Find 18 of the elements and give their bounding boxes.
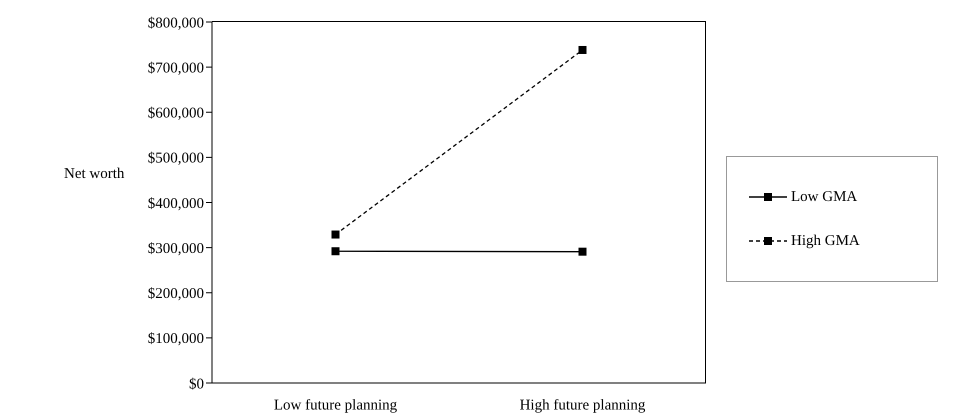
y-tick-label: $300,000 (148, 240, 204, 257)
x-tick-label: High future planning (520, 398, 646, 414)
point (332, 230, 340, 239)
y-tick-label: $100,000 (148, 331, 204, 348)
y-tick-label: $0 (189, 376, 204, 392)
y-tick-label: $500,000 (148, 150, 204, 167)
legend-label: Low GMA (791, 188, 858, 206)
point (578, 248, 586, 256)
point (332, 247, 340, 256)
y-tick-label: $200,000 (148, 286, 204, 302)
legend-label: High GMA (791, 232, 860, 250)
y-tick-label: $600,000 (148, 106, 204, 122)
point (578, 46, 586, 54)
y-tick-label: $700,000 (148, 60, 204, 76)
y-tick-label: $800,000 (148, 15, 204, 32)
x-tick-label: Low future planning (274, 398, 398, 414)
y-tick-label: $400,000 (148, 196, 204, 212)
y-axis-title: Net worth (64, 166, 124, 183)
